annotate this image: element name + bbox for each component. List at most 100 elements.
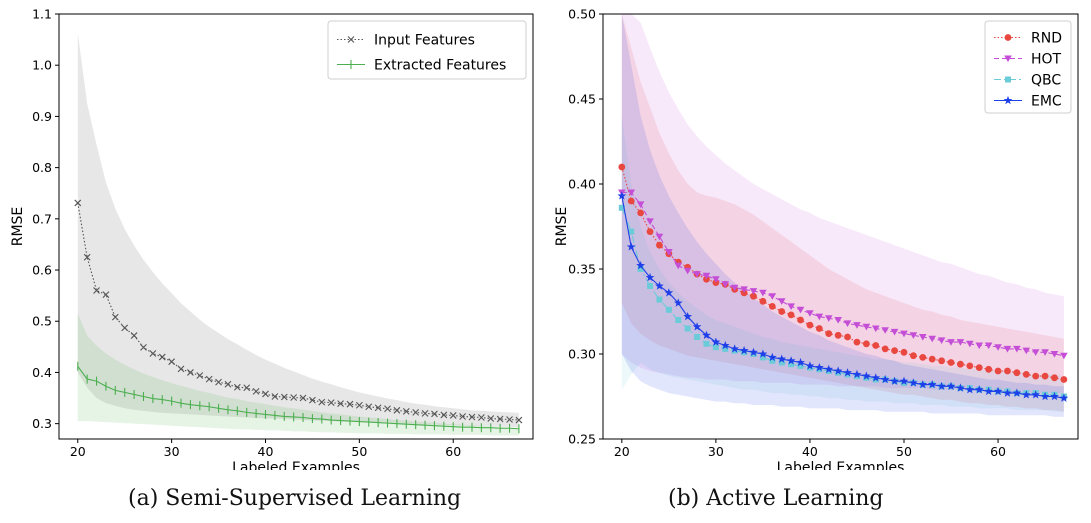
- point-rnd: [806, 321, 814, 329]
- point-rnd: [778, 308, 786, 315]
- point-qbc: [684, 325, 691, 332]
- point-emc: [890, 376, 899, 385]
- point-rnd: [768, 303, 776, 310]
- point-rnd: [787, 311, 795, 319]
- point-hot: [683, 267, 692, 275]
- point-emc: [993, 386, 1003, 396]
- point-emc: [683, 312, 693, 321]
- point-emc: [673, 298, 683, 307]
- point-qbc: [647, 283, 654, 289]
- point-input-features: [384, 405, 391, 413]
- point-hot: [862, 323, 871, 331]
- point-qbc: [618, 204, 625, 211]
- point-input-features: [468, 413, 476, 421]
- plot-frame: [602, 13, 1079, 440]
- legend-marker-rnd: [1004, 34, 1012, 41]
- x-tick-label: 30: [708, 444, 724, 459]
- point-input-features: [262, 390, 269, 398]
- point-input-features: [327, 399, 335, 407]
- point-emc: [843, 368, 852, 377]
- point-input-features: [271, 393, 279, 400]
- point-input-features: [346, 400, 354, 408]
- point-input-features: [215, 378, 222, 386]
- point-emc: [1059, 393, 1069, 402]
- point-rnd: [919, 354, 927, 361]
- point-emc: [1012, 388, 1022, 397]
- y-tick-label: 0.40: [568, 177, 596, 192]
- point-emc: [711, 337, 721, 346]
- y-tick-label: 1.0: [32, 58, 52, 73]
- point-emc: [909, 378, 918, 387]
- point-emc: [814, 363, 824, 372]
- point-rnd: [1051, 374, 1058, 382]
- y-tick-label: 0.35: [568, 262, 596, 277]
- legend: RND HOT QBC EMC: [984, 20, 1072, 114]
- band-emc: [621, 14, 1064, 417]
- y-tick-label: 0.9: [32, 109, 52, 124]
- y-tick-label: 0.5: [32, 314, 52, 329]
- point-qbc: [788, 361, 795, 368]
- legend-box: [327, 20, 527, 80]
- point-qbc: [712, 344, 719, 351]
- point-input-features: [309, 396, 316, 404]
- point-input-features: [290, 394, 298, 401]
- point-input-features: [130, 332, 138, 339]
- point-hot: [787, 303, 795, 310]
- point-rnd: [1022, 371, 1030, 378]
- point-input-features: [487, 415, 495, 422]
- point-hot: [759, 289, 767, 297]
- point-rnd: [985, 365, 993, 373]
- point-input-features: [337, 400, 344, 408]
- point-emc: [965, 385, 975, 394]
- point-emc: [626, 242, 636, 251]
- point-qbc: [694, 334, 701, 340]
- point-hot: [665, 249, 673, 256]
- y-tick-label: 0.4: [32, 365, 52, 380]
- band-rnd: [621, 14, 1064, 412]
- point-hot: [1050, 351, 1059, 358]
- point-emc: [852, 369, 862, 379]
- plot-frame: [58, 13, 534, 440]
- point-input-features: [224, 380, 232, 388]
- point-rnd: [1013, 369, 1021, 377]
- point-rnd: [844, 333, 851, 341]
- band-input-features: [77, 32, 519, 428]
- point-emc: [749, 347, 758, 357]
- point-hot: [768, 293, 777, 300]
- point-rnd: [891, 347, 898, 354]
- point-qbc: [722, 345, 729, 352]
- point-rnd: [966, 362, 974, 370]
- point-emc: [664, 288, 674, 297]
- point-hot: [919, 334, 927, 341]
- point-hot: [636, 201, 645, 208]
- point-input-features: [496, 415, 504, 423]
- y-tick-label: 0.7: [32, 211, 52, 226]
- x-tick-label: 60: [445, 444, 461, 459]
- point-rnd: [938, 357, 946, 365]
- y-tick-label: 0.8: [32, 160, 52, 175]
- point-emc: [617, 191, 627, 200]
- point-emc: [927, 380, 937, 389]
- legend-label-extracted-features: Extracted Features: [374, 58, 506, 74]
- point-emc: [871, 373, 881, 382]
- point-rnd: [656, 241, 663, 249]
- point-input-features: [318, 398, 326, 406]
- point-input-features: [205, 375, 213, 383]
- y-tick-label: 0.45: [568, 92, 596, 107]
- point-hot: [956, 339, 965, 346]
- series-input-features: [74, 199, 523, 424]
- point-rnd: [618, 163, 626, 171]
- point-input-features: [140, 343, 147, 351]
- point-input-features: [233, 383, 241, 391]
- point-input-features: [365, 403, 373, 411]
- y-axis-label: RMSE: [10, 207, 26, 247]
- point-emc: [899, 376, 909, 385]
- point-hot: [881, 327, 889, 334]
- point-input-features: [243, 384, 251, 392]
- point-hot: [749, 288, 758, 295]
- point-rnd: [627, 197, 635, 205]
- x-tick-label: 50: [351, 444, 367, 459]
- point-input-features: [374, 404, 382, 412]
- series-emc: [617, 191, 1069, 402]
- point-rnd: [834, 331, 842, 339]
